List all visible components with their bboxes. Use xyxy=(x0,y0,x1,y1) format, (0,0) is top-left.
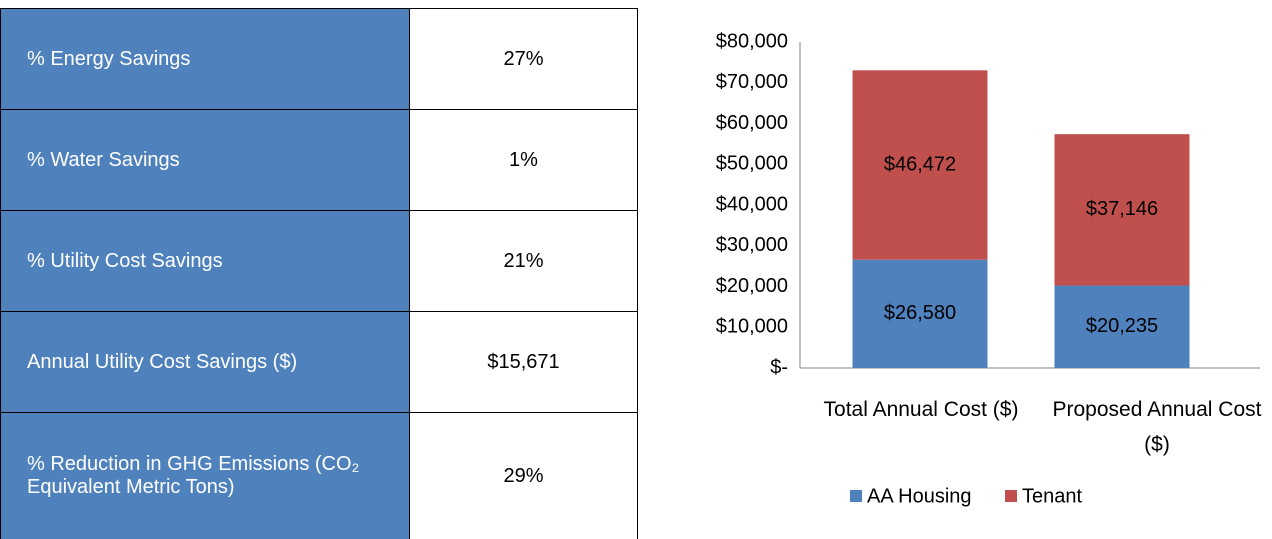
data-label: $26,580 xyxy=(884,302,956,324)
metric-label: Annual Utility Cost Savings ($) xyxy=(0,311,410,413)
data-label: $37,146 xyxy=(1086,198,1158,220)
legend-swatch xyxy=(1005,490,1017,502)
bar-segment xyxy=(1054,285,1190,368)
metric-value: 27% xyxy=(409,8,638,110)
metric-label: % Utility Cost Savings xyxy=(0,210,410,312)
legend-label: Tenant xyxy=(1022,485,1082,507)
metric-value: 21% xyxy=(409,210,638,312)
y-tick-label: $80,000 xyxy=(716,30,788,52)
table-row: % Energy Savings 27% xyxy=(0,8,638,110)
bar-segment xyxy=(852,259,988,368)
summary-table: % Energy Savings 27%% Water Savings 1%% Ut… xyxy=(0,8,638,539)
table-row: % Utility Cost Savings 21% xyxy=(0,210,638,312)
bar-segment xyxy=(852,70,988,260)
y-tick-label: $30,000 xyxy=(716,234,788,256)
table-row: % Reduction in GHG Emissions (CO₂ Equiva… xyxy=(0,412,638,539)
y-tick-label: $70,000 xyxy=(716,71,788,93)
y-tick-label: $- xyxy=(770,356,788,378)
metric-value: 29% xyxy=(409,412,638,539)
y-tick-label: $60,000 xyxy=(716,112,788,134)
y-tick-label: $40,000 xyxy=(716,193,788,215)
table-row: % Water Savings 1% xyxy=(0,109,638,211)
x-tick-label: Proposed Annual Cost ($) xyxy=(1052,398,1262,456)
metric-label: % Reduction in GHG Emissions (CO₂ Equiva… xyxy=(0,412,410,539)
legend-label: AA Housing xyxy=(867,485,972,507)
table-row: Annual Utility Cost Savings ($) $15,671 xyxy=(0,311,638,413)
metric-label: % Water Savings xyxy=(0,109,410,211)
metric-value: $15,671 xyxy=(409,311,638,413)
legend-swatch xyxy=(850,490,862,502)
y-tick-label: $20,000 xyxy=(716,275,788,297)
bar-segment xyxy=(1054,134,1190,286)
y-tick-label: $50,000 xyxy=(716,153,788,175)
metric-value: 1% xyxy=(409,109,638,211)
metric-label: % Energy Savings xyxy=(0,8,410,110)
y-tick-label: $10,000 xyxy=(716,316,788,338)
data-label: $20,235 xyxy=(1086,315,1158,337)
x-tick-label: Total Annual Cost ($) xyxy=(823,398,1019,421)
data-label: $46,472 xyxy=(884,153,956,175)
